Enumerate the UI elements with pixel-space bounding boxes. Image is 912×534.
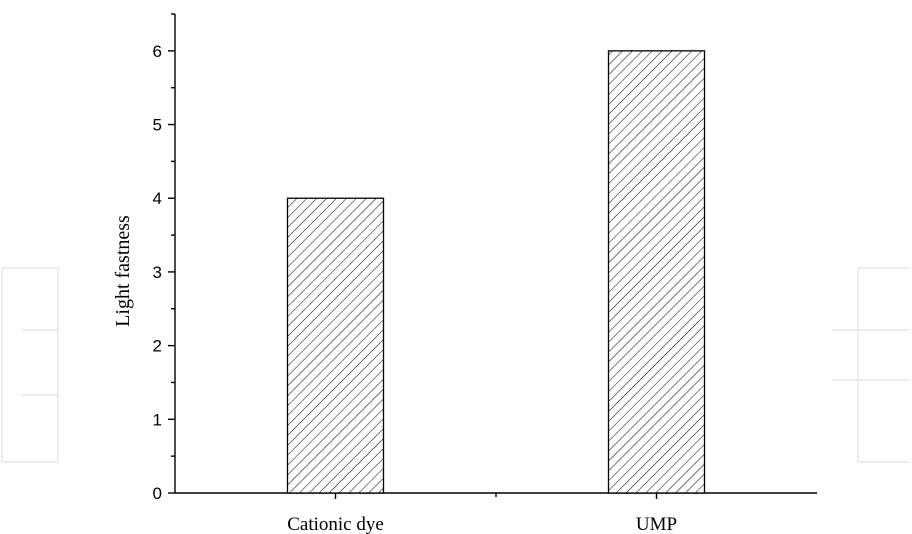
y-axis-title: Light fastness (112, 215, 134, 327)
y-tick-label: 2 (153, 337, 162, 356)
plot-area: 0 1 2 3 4 5 6 Cationic dye UMP (153, 13, 817, 534)
x-tick-label: Cationic dye (287, 514, 384, 534)
bar (286, 197, 385, 494)
y-tick-label: 3 (153, 263, 162, 282)
watermark-shapes (1, 267, 910, 463)
bar (607, 50, 706, 494)
y-tick-label: 6 (153, 42, 162, 61)
y-tick-label: 5 (153, 116, 162, 135)
y-tick-label: 4 (153, 189, 162, 208)
y-tick-label: 0 (153, 484, 162, 503)
x-tick-label: UMP (636, 514, 677, 534)
y-tick-label: 1 (153, 410, 162, 429)
